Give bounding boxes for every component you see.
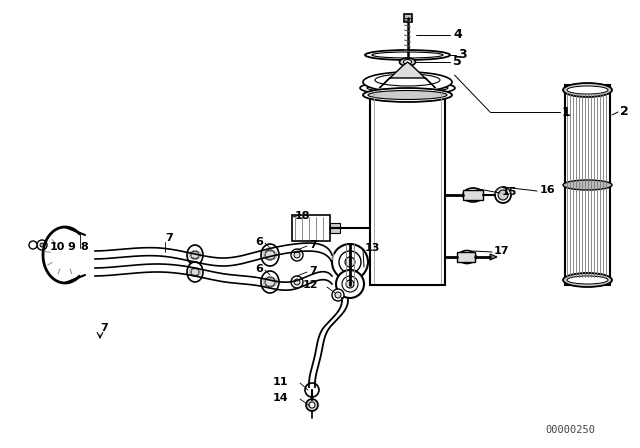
Ellipse shape xyxy=(187,262,203,282)
Circle shape xyxy=(342,276,358,292)
Text: 17: 17 xyxy=(494,246,509,256)
Ellipse shape xyxy=(463,188,483,202)
Ellipse shape xyxy=(265,277,275,287)
Ellipse shape xyxy=(368,90,447,99)
Polygon shape xyxy=(490,254,497,260)
Text: 00000250: 00000250 xyxy=(545,425,595,435)
Circle shape xyxy=(305,383,319,397)
Circle shape xyxy=(291,249,303,261)
Bar xyxy=(463,190,483,200)
Circle shape xyxy=(291,276,303,288)
Ellipse shape xyxy=(563,180,612,190)
Circle shape xyxy=(306,399,318,411)
Circle shape xyxy=(37,240,47,250)
Bar xyxy=(330,223,340,233)
Bar xyxy=(457,252,475,262)
Ellipse shape xyxy=(567,276,608,284)
Text: 7: 7 xyxy=(309,240,317,250)
Circle shape xyxy=(294,252,300,258)
Ellipse shape xyxy=(365,50,450,60)
Text: 3: 3 xyxy=(458,47,467,60)
Ellipse shape xyxy=(363,88,452,102)
Text: 14: 14 xyxy=(273,393,288,403)
Text: 6: 6 xyxy=(255,264,263,274)
Ellipse shape xyxy=(363,72,452,92)
Ellipse shape xyxy=(367,84,448,92)
Text: 12: 12 xyxy=(303,280,318,290)
Circle shape xyxy=(335,292,341,298)
Ellipse shape xyxy=(261,271,279,293)
Ellipse shape xyxy=(372,52,443,58)
Text: 4: 4 xyxy=(453,27,461,40)
Ellipse shape xyxy=(563,83,612,97)
Text: 5: 5 xyxy=(453,55,461,68)
Polygon shape xyxy=(380,62,435,88)
Bar xyxy=(292,215,330,241)
Text: 9: 9 xyxy=(67,242,75,252)
Text: 18: 18 xyxy=(295,211,310,221)
Text: 7: 7 xyxy=(100,323,108,333)
Circle shape xyxy=(332,289,344,301)
Text: 6: 6 xyxy=(255,237,263,247)
Ellipse shape xyxy=(458,250,476,263)
Ellipse shape xyxy=(495,187,511,203)
Circle shape xyxy=(29,241,37,249)
Circle shape xyxy=(40,243,44,247)
Ellipse shape xyxy=(375,74,440,86)
Circle shape xyxy=(332,244,368,280)
Circle shape xyxy=(339,251,361,273)
Circle shape xyxy=(309,402,315,408)
Text: 10: 10 xyxy=(50,242,65,252)
Ellipse shape xyxy=(399,58,415,66)
Text: 2: 2 xyxy=(620,104,628,117)
Text: 7: 7 xyxy=(165,233,173,243)
Text: 11: 11 xyxy=(273,377,288,387)
Ellipse shape xyxy=(567,86,608,94)
Ellipse shape xyxy=(191,251,199,259)
Bar xyxy=(565,85,610,285)
Text: 1: 1 xyxy=(562,105,571,119)
Ellipse shape xyxy=(265,250,275,260)
Circle shape xyxy=(336,270,364,298)
Ellipse shape xyxy=(187,245,203,265)
Circle shape xyxy=(345,257,355,267)
Ellipse shape xyxy=(403,60,412,65)
Circle shape xyxy=(294,279,300,285)
Circle shape xyxy=(346,280,354,288)
Text: 13: 13 xyxy=(365,243,380,253)
Ellipse shape xyxy=(563,273,612,287)
Text: 15: 15 xyxy=(502,187,517,197)
Ellipse shape xyxy=(261,244,279,266)
Bar xyxy=(403,14,412,22)
Text: 7: 7 xyxy=(309,266,317,276)
Text: 8: 8 xyxy=(80,242,88,252)
Ellipse shape xyxy=(191,268,199,276)
Text: 16: 16 xyxy=(540,185,556,195)
Bar xyxy=(370,90,445,285)
Ellipse shape xyxy=(498,190,508,200)
Ellipse shape xyxy=(360,81,455,95)
